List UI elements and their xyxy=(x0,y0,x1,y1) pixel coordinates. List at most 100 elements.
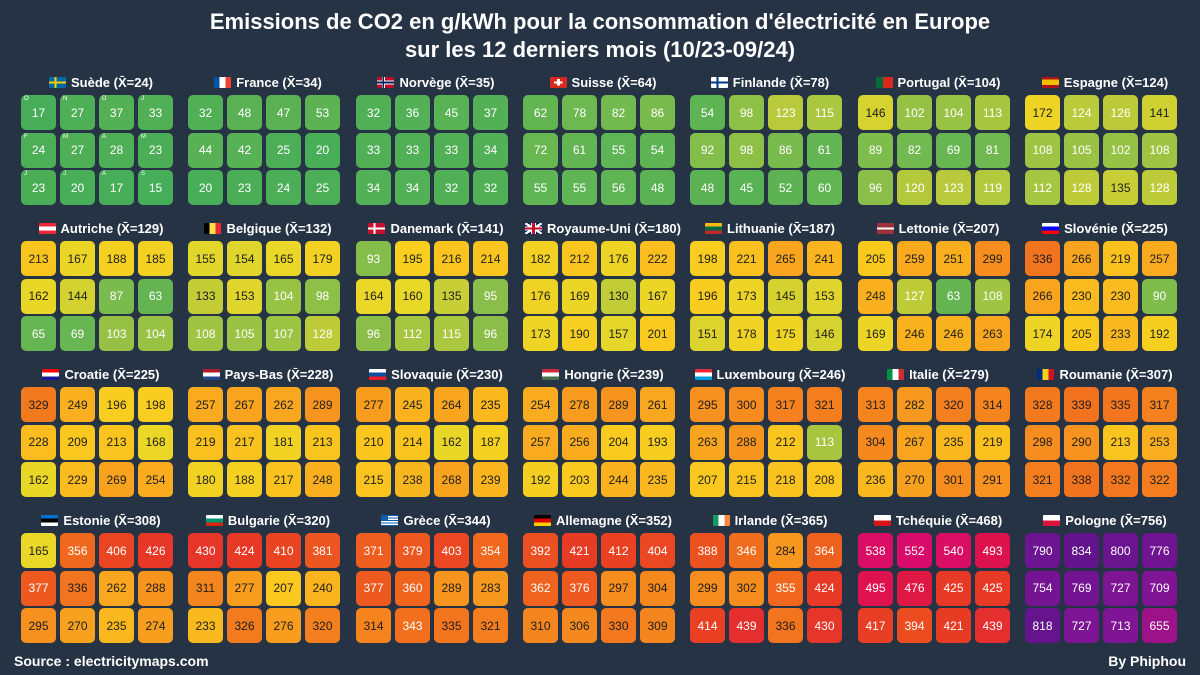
heatmap-cell: 790 xyxy=(1025,533,1060,568)
heatmap-cell: 180 xyxy=(188,462,223,497)
heatmap-cell: 216 xyxy=(434,241,469,276)
heatmap-cell: 176 xyxy=(601,241,636,276)
heatmap-cell: 239 xyxy=(473,462,508,497)
heatmap-cell: 410 xyxy=(266,533,301,568)
country-header: Suisse (X̄=64) xyxy=(513,73,693,91)
heatmap-cell: 36 xyxy=(395,95,430,130)
heatmap-cell: 235 xyxy=(640,462,675,497)
country-header: Finlande (X̄=78) xyxy=(680,73,860,91)
country-label: Allemagne (X̄=352) xyxy=(556,512,672,528)
heatmap-cell: 98 xyxy=(305,278,340,314)
flag-at-icon xyxy=(38,222,56,234)
heatmap-cell: 153 xyxy=(807,278,842,314)
heatmap-cell: 727 xyxy=(1064,608,1099,643)
heatmap-cell: 120 xyxy=(897,170,932,205)
heatmap-cell: 238 xyxy=(395,462,430,497)
heatmap-cell: 309 xyxy=(640,608,675,643)
heatmap-cell: 311 xyxy=(188,570,223,606)
heatmap-cell: 289 xyxy=(434,570,469,606)
heatmap-cell: 263 xyxy=(975,316,1010,351)
heatmap-cell: 266 xyxy=(1064,241,1099,276)
heatmap-cell: 212 xyxy=(562,241,597,276)
heatmap-cell: 276 xyxy=(266,608,301,643)
heatmap-cell: 313 xyxy=(858,387,893,422)
heatmap-cell: 476 xyxy=(897,570,932,606)
heatmap-cell: 203 xyxy=(562,462,597,497)
heatmap-cell: 257 xyxy=(188,387,223,422)
heatmap-cell: 215 xyxy=(729,462,764,497)
heatmap-cell: 34 xyxy=(356,170,391,205)
heatmap-cell: 128 xyxy=(1064,170,1099,205)
heatmap-cell: 412 xyxy=(601,533,636,568)
heatmap-cell: 81 xyxy=(975,132,1010,168)
heatmap-cell: 174 xyxy=(1025,316,1060,351)
heatmap-cell: 34 xyxy=(473,132,508,168)
flag-gr-icon xyxy=(381,514,399,526)
heatmap-cell: 164 xyxy=(356,278,391,314)
country-panel: Hongrie (X̄=239) 254 278 289 261 257 256 204 193… xyxy=(523,365,683,497)
heatmap-cell: 172 xyxy=(1025,95,1060,130)
heatmap-cell: 48 xyxy=(690,170,725,205)
heatmap-cell: 254 xyxy=(138,462,173,497)
country-panel: Espagne (X̄=124) 172 124 126 141 108 105 102 108… xyxy=(1025,73,1185,205)
heatmap-cell: 65 xyxy=(21,316,56,351)
month-label: S xyxy=(141,171,146,177)
heatmap-cell: 17 A xyxy=(99,170,134,205)
country-panel: France (X̄=34) 32 48 47 53 44 42 25 20 20 23 24 25 xyxy=(188,73,348,205)
heatmap-cell: 339 xyxy=(1064,387,1099,422)
heatmap-cell: 124 xyxy=(1064,95,1099,130)
heatmap-cell: 288 xyxy=(138,570,173,606)
heatmap-cell: 167 xyxy=(60,241,95,276)
heatmap-cell: 284 xyxy=(768,533,803,568)
heatmap-cell: 314 xyxy=(356,608,391,643)
heatmap-cell: 93 xyxy=(356,241,391,276)
heatmap-cell: 42 xyxy=(227,132,262,168)
heatmap-cell: 230 xyxy=(1064,278,1099,314)
heatmap-cell: 253 xyxy=(1142,424,1177,460)
heatmap-cell: 270 xyxy=(897,462,932,497)
country-header: Slovaquie (X̄=230) xyxy=(346,365,526,383)
country-panel: Slovénie (X̄=225) 336 266 219 257 266 230 230 90… xyxy=(1025,219,1185,351)
heatmap-cell: 96 xyxy=(473,316,508,351)
country-panel: Lettonie (X̄=207) 205 259 251 299 248 127 63 108… xyxy=(858,219,1018,351)
heatmap-cell: 338 xyxy=(1064,462,1099,497)
heatmap-cell: 196 xyxy=(690,278,725,314)
month-label: A xyxy=(102,171,107,177)
heatmap-cell: 168 xyxy=(138,424,173,460)
month-label: O xyxy=(24,96,29,102)
heatmap-cell: 108 xyxy=(975,278,1010,314)
heatmap-cell: 235 xyxy=(473,387,508,422)
heatmap-cell: 362 xyxy=(523,570,558,606)
heatmap-cell: 130 xyxy=(601,278,636,314)
heatmap-cell: 113 xyxy=(807,424,842,460)
heatmap-cell: 219 xyxy=(975,424,1010,460)
heatmap-cell: 188 xyxy=(99,241,134,276)
country-header: Roumanie (X̄=307) xyxy=(1015,365,1195,383)
heatmap-cell: 291 xyxy=(975,462,1010,497)
heatmap-cell: 727 xyxy=(1103,570,1138,606)
heatmap-cell: 96 xyxy=(356,316,391,351)
heatmap-cell: 257 xyxy=(1142,241,1177,276)
heatmap-cell: 119 xyxy=(975,170,1010,205)
heatmap-cell: 248 xyxy=(858,278,893,314)
heatmap-cell: 102 xyxy=(897,95,932,130)
heatmap-cell: 403 xyxy=(434,533,469,568)
heatmap-cell: 25 xyxy=(305,170,340,205)
month-label: D xyxy=(102,96,107,102)
flag-ro-icon xyxy=(1037,368,1055,380)
heatmap-cell: 69 xyxy=(936,132,971,168)
heatmap-cell: 388 xyxy=(690,533,725,568)
heatmap-cell: 52 xyxy=(768,170,803,205)
heatmap-cell: 23 M xyxy=(138,132,173,168)
heatmap-cell: 169 xyxy=(562,278,597,314)
heatmap-cell: 45 xyxy=(729,170,764,205)
heatmap-cell: 317 xyxy=(768,387,803,422)
country-header: Pologne (X̄=756) xyxy=(1015,511,1195,529)
heatmap-cell: 108 xyxy=(1142,132,1177,168)
heatmap-cell: 264 xyxy=(434,387,469,422)
country-panel: Grèce (X̄=344) 371 379 403 354 377 360 289 283 31… xyxy=(356,511,516,643)
heatmap-cell: 44 xyxy=(188,132,223,168)
heatmap-cell: 107 xyxy=(266,316,301,351)
heatmap-cell: 364 xyxy=(807,533,842,568)
heatmap-cell: 63 xyxy=(936,278,971,314)
